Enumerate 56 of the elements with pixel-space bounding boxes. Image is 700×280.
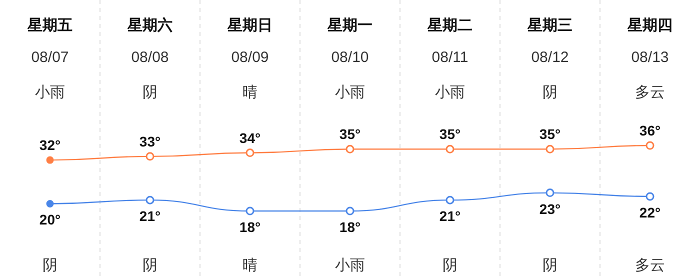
text: 08/07 (31, 49, 69, 66)
data-label: 35° (539, 126, 561, 142)
text: 小雨 (435, 84, 465, 101)
text: 阴 (142, 257, 158, 274)
x-tick-label: 星期四 (626, 17, 672, 34)
text: 小雨 (335, 257, 365, 274)
text: 08/13 (631, 49, 669, 66)
point (146, 152, 154, 161)
point (646, 192, 654, 201)
data-label: 35° (439, 126, 461, 142)
text: 阴 (542, 257, 558, 274)
point (146, 196, 154, 204)
data-label: 21° (439, 208, 461, 224)
text: 阴 (442, 257, 458, 274)
data-label: 23° (539, 200, 561, 217)
data-label: 36° (639, 122, 661, 138)
point (246, 206, 254, 216)
x-tick-label: 星期二 (426, 17, 472, 34)
data-label: 34° (239, 130, 261, 146)
data-label: 20° (39, 212, 61, 228)
text: 多云 (635, 257, 665, 274)
x-tick-label: 星期三 (526, 17, 572, 34)
text: 08/08 (131, 49, 169, 66)
text: 08/10 (331, 49, 369, 66)
point (346, 206, 354, 216)
data-label: 33° (139, 133, 161, 150)
point (46, 200, 54, 208)
point (546, 188, 554, 198)
x-tick-label: 星期六 (126, 16, 172, 34)
x-tick-label: 星期五 (26, 17, 72, 34)
text: 08/12 (531, 49, 569, 66)
point (46, 156, 54, 164)
text: 阴 (42, 257, 58, 274)
point (646, 141, 654, 150)
x-tick-label: 星期一 (326, 17, 372, 34)
point (446, 144, 454, 154)
data-label: 32° (39, 137, 61, 154)
data-label: 18° (239, 219, 261, 235)
data-label: 21° (139, 208, 161, 224)
text: 08/11 (432, 49, 468, 66)
point (346, 144, 354, 154)
data-label: 22° (639, 204, 661, 220)
text: 小雨 (335, 84, 365, 101)
text: 小雨 (35, 84, 65, 101)
data-label: 18° (339, 219, 361, 235)
text: 08/09 (231, 49, 269, 66)
text: 晴 (242, 84, 258, 101)
point (246, 148, 254, 158)
point (546, 144, 554, 154)
text: 阴 (542, 84, 558, 101)
text: 多云 (635, 84, 665, 101)
text: 晴 (242, 257, 258, 274)
data-label: 35° (339, 126, 361, 142)
point (446, 196, 454, 204)
text: 阴 (142, 84, 158, 101)
x-tick-label: 星期日 (226, 17, 272, 34)
